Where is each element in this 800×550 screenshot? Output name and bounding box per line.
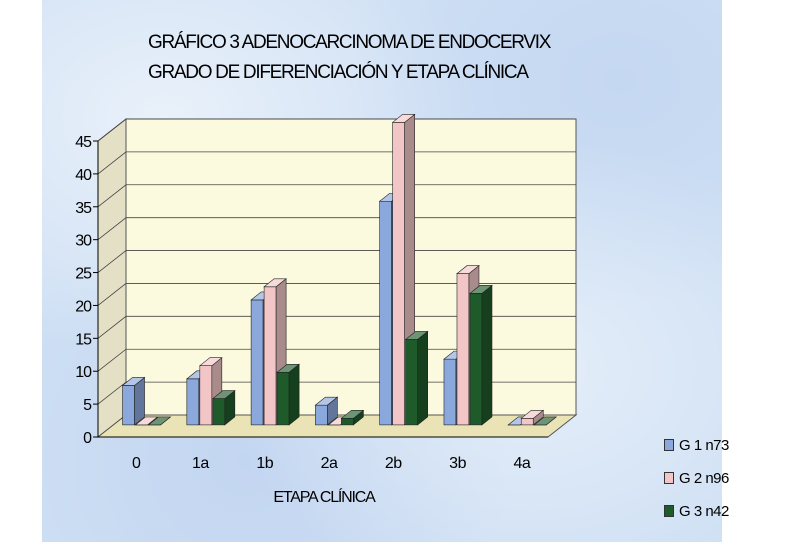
legend-swatch-g2 [664,472,674,484]
x-tick-label: 1a [192,455,209,472]
bar [199,365,213,426]
y-tick-label: 15 [75,331,92,348]
gridline [97,151,576,175]
bar [341,418,354,426]
bar [392,122,405,426]
chart-back-wall [125,118,577,416]
y-tick-label: 40 [75,167,92,184]
bar-top [211,390,236,399]
bar-top [469,285,493,294]
gridline [97,283,576,306]
bar-top [147,416,172,426]
bar-top [533,416,558,426]
bar-top [314,396,339,406]
legend-label-g1: G 1 n73 [679,437,729,454]
bar-top [520,410,545,419]
y-tick-label: 35 [75,200,92,217]
x-tick-label: 2a [321,455,338,472]
x-tick-label: 1b [256,455,273,472]
legend-label-g3: G 3 n42 [679,503,729,520]
bar-top [198,357,223,367]
bar [469,293,483,426]
y-tick-label: 20 [75,298,92,315]
legend-swatch-g1 [664,439,674,451]
bar [263,286,277,426]
chart-side-wall [97,117,127,439]
gridline [97,184,576,208]
bar-top [276,363,300,373]
bar-top [121,377,146,386]
gridline [97,250,576,273]
bar-top [456,265,480,274]
x-tick-label: 4a [513,455,530,472]
legend-item-g1: G 1 n73 [664,437,729,454]
bar-side [481,284,493,426]
x-axis-title: ETAPA CLÍNICA [273,487,376,506]
y-tick-label: 10 [75,364,92,381]
bar [443,358,457,426]
chart-panel: GRÁFICO 3 ADENOCARCINOMA DE ENDOCERVIX G… [42,0,729,542]
bar [122,385,135,426]
chart-title-line-2: GRADO DE DIFERENCIACIÓN Y ETAPA CLÍNICA [148,62,529,83]
y-tick-label: 45 [75,134,92,151]
bar [276,371,290,426]
x-tick-label: 2b [385,455,402,472]
bar-top [263,278,287,288]
legend-label-g2: G 2 n96 [679,470,729,487]
bar-chart: 0 5 10 15 20 25 30 35 40 45 0 1a 1b 2a 2b 3b 4a ETAPA CLÍ… [75,113,578,506]
bar [520,418,534,426]
y-tick-label: 25 [75,266,92,283]
x-tick-label: 0 [132,455,141,472]
bar [250,299,264,426]
bar-top [340,410,365,419]
chart-title-line-1: GRÁFICO 3 ADENOCARCINOMA DE ENDOCERVIX [148,32,551,53]
bar-top [134,416,159,426]
bar [212,398,226,426]
y-tick-label: 0 [83,430,92,447]
bar [186,378,200,426]
y-tick-label: 5 [83,397,92,414]
bar-top [404,331,429,340]
x-tick-label: 3b [449,455,466,472]
legend-swatch-g3 [664,505,674,517]
gridline [97,315,576,339]
gridline [97,217,576,240]
bar [315,404,328,426]
bar [379,200,392,426]
bar-top [391,114,416,123]
legend-item-g2: G 2 n96 [664,470,729,487]
legend-item-g3: G 3 n42 [664,503,729,520]
bar [405,339,418,426]
gridline [97,118,576,142]
bar-side [288,363,300,426]
bar-side [417,330,428,426]
y-tick-label: 30 [75,233,92,250]
bar [456,273,470,426]
